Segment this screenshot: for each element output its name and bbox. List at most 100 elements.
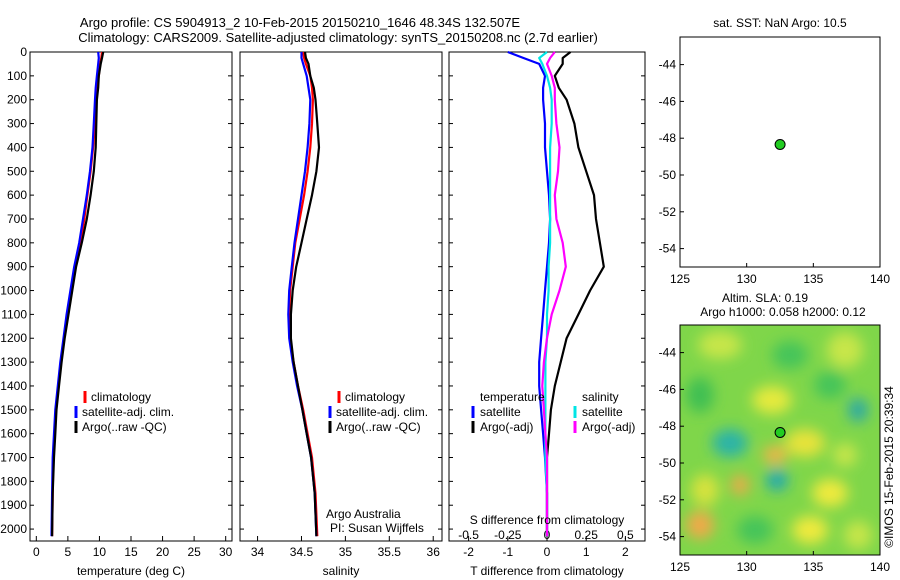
xtick-label: 36	[427, 545, 441, 559]
ytick-label: -50	[659, 168, 677, 182]
ytick-label: 2000	[0, 522, 27, 536]
sst-map-frame	[679, 36, 881, 268]
ytick-label: 700	[7, 212, 27, 226]
salinity-panel: 34 34.5 35 35.5 36 salinity climatology sate…	[239, 51, 443, 578]
xtick-label: 34.5	[290, 545, 314, 559]
ytick-label: 0	[20, 45, 27, 59]
ytick-label: -46	[659, 94, 677, 108]
ytick-label: 100	[7, 69, 27, 83]
ytick-label: 500	[7, 164, 27, 178]
ytick-label: 1000	[0, 284, 27, 298]
temperature-legend: climatology satellite-adj. clim. Argo(..…	[74, 390, 174, 434]
top-xtick-label: 0.5	[617, 528, 634, 542]
salinity-legend: climatology satellite-adj. clim. Argo(..…	[328, 390, 428, 434]
legend-label-climatology: climatology	[91, 390, 151, 404]
salinity-ticks: 34 34.5 35 35.5 36	[240, 51, 442, 559]
annotation-pi: PI: Susan Wijffels	[330, 521, 424, 535]
imos-timestamp: ©IMOS 15-Feb-2015 20:39:34	[882, 386, 896, 548]
ytick-label: 1100	[1, 307, 27, 321]
sla-heatmap	[680, 325, 880, 555]
difference-top-axis-label: S difference from climatology	[470, 513, 625, 527]
xtick-label: 20	[156, 545, 170, 559]
sla-map-panel: Altim. SLA: 0.19 Argo h1000: 0.058 h2000…	[659, 291, 896, 574]
sla-map-ticks: 125 130 135 140 -44 -46 -48 -50 -52 -54	[659, 346, 891, 574]
ytick-label: 1400	[0, 379, 27, 393]
circle-marker-icon	[774, 138, 786, 150]
xtick-label: 135	[803, 272, 823, 286]
ytick-label: 1800	[0, 474, 27, 488]
salinity-axes-frame	[239, 51, 443, 542]
xtick-label: 140	[870, 560, 890, 574]
series-line-satellite-adj-clim-	[50, 51, 100, 537]
annotation-argo-australia: Argo Australia	[326, 507, 401, 521]
sst-map-title: sat. SST: NaN Argo: 10.5	[713, 16, 847, 30]
xtick-label: 125	[670, 272, 690, 286]
xtick-label: -1	[502, 545, 513, 559]
difference-panel: -2 -1 0 1 2-0.5 -0.25 0 0.25 0.5 T difference fr…	[448, 50, 646, 578]
series-line-argo-raw-qc-	[289, 51, 321, 537]
ytick-label: 200	[7, 93, 27, 107]
xtick-label: 10	[93, 545, 107, 559]
xtick-label: 1	[583, 545, 590, 559]
sla-map-title-line2: Argo h1000: 0.058 h2000: 0.12	[700, 305, 866, 319]
legend-label-s-satellite: satellite	[582, 405, 623, 419]
xtick-label: 0	[33, 545, 40, 559]
xtick-label: 130	[737, 272, 757, 286]
sla-map-title-line1: Altim. SLA: 0.19	[722, 291, 808, 305]
xtick-label: 125	[670, 560, 690, 574]
xtick-label: 35	[339, 545, 353, 559]
series-line-satellite	[507, 50, 552, 537]
temperature-axes-frame	[29, 51, 233, 542]
sst-map-panel: sat. SST: NaN Argo: 10.5 125 130 135 140 -44…	[659, 16, 891, 286]
top-xtick-label: -0.5	[458, 528, 479, 542]
legend-label-satellite: satellite-adj. clim.	[82, 405, 174, 419]
temperature-panel: 0 5 10 15 20 25 300100200300400500600700800900…	[0, 45, 232, 578]
ytick-label: 1500	[0, 403, 27, 417]
ytick-label: 900	[7, 260, 27, 274]
ytick-label: -54	[659, 242, 677, 256]
legend-label-satellite: satellite-adj. clim.	[336, 405, 428, 419]
sla-map-frame	[679, 324, 881, 556]
top-xtick-label: -0.25	[494, 528, 522, 542]
xtick-label: 2	[622, 545, 629, 559]
ytick-label: 600	[7, 188, 27, 202]
xtick-label: 5	[65, 545, 72, 559]
difference-xlabel: T difference from climatology	[470, 564, 624, 578]
figure-title-line1: Argo profile: CS 5904913_2 10-Feb-2015 2…	[80, 15, 521, 30]
legend-group-salinity: salinity	[582, 390, 619, 404]
xtick-label: 135	[803, 560, 823, 574]
figure-title-line2: Climatology: CARS2009. Satellite-adjuste…	[78, 30, 598, 45]
difference-series	[507, 50, 605, 537]
ytick-label: 800	[7, 236, 27, 250]
temperature-xlabel: temperature (deg C)	[77, 564, 185, 578]
sla-map-points	[774, 426, 786, 438]
xtick-label: 30	[219, 545, 233, 559]
legend-label-argo: Argo(..raw -QC)	[336, 420, 421, 434]
xtick-label: 35.5	[378, 545, 402, 559]
legend-label-climatology: climatology	[345, 390, 405, 404]
ytick-label: 300	[7, 117, 27, 131]
series-line-argo-raw-qc-	[51, 51, 105, 537]
ytick-label: -52	[659, 493, 677, 507]
ytick-label: 1900	[0, 498, 27, 512]
xtick-label: 0	[544, 545, 551, 559]
salinity-xlabel: salinity	[323, 564, 360, 578]
legend-label-t-argo: Argo(-adj)	[480, 420, 533, 434]
legend-label-argo: Argo(..raw -QC)	[82, 420, 167, 434]
legend-label-s-argo: Argo(-adj)	[582, 420, 635, 434]
difference-legend: temperature salinity satellite Argo(-adj…	[471, 390, 635, 434]
ytick-label: 1700	[0, 451, 27, 465]
ytick-label: -48	[659, 131, 677, 145]
legend-group-temperature: temperature	[480, 390, 545, 404]
salinity-series	[287, 51, 321, 537]
xtick-label: 25	[187, 545, 201, 559]
xtick-label: -2	[463, 545, 474, 559]
xtick-label: 130	[737, 560, 757, 574]
ytick-label: 400	[7, 140, 27, 154]
ytick-label: -50	[659, 456, 677, 470]
xtick-label: 15	[124, 545, 138, 559]
temperature-ticks: 0 5 10 15 20 25 300100200300400500600700800900…	[0, 45, 232, 559]
ytick-label: -52	[659, 205, 677, 219]
sst-map-ticks: 125 130 135 140 -44 -46 -48 -50 -52 -54	[659, 58, 891, 286]
